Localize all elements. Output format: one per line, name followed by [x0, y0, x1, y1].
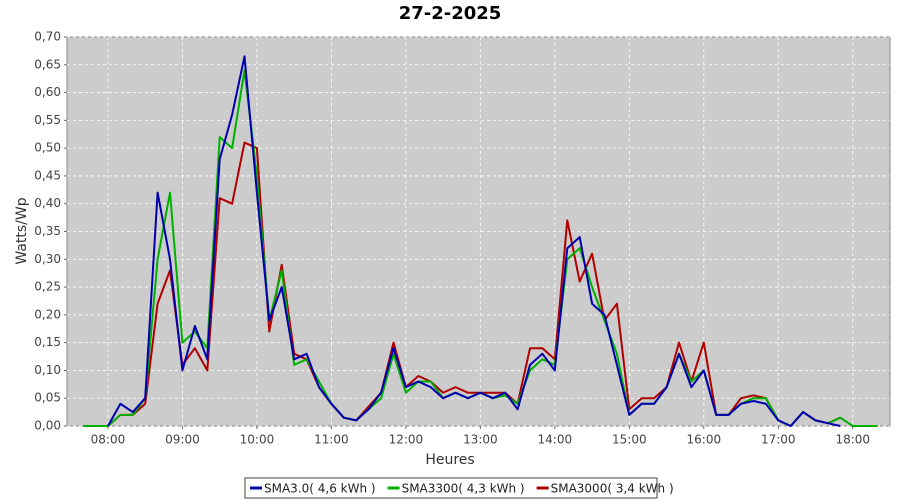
x-tick-label: 09:00	[165, 433, 200, 447]
legend-label: SMA3000( 3,4 kWh )	[551, 482, 674, 496]
x-tick-label: 15:00	[612, 433, 647, 447]
y-tick-label: 0,20	[34, 307, 61, 321]
y-tick-label: 0,30	[34, 252, 61, 266]
x-tick-label: 08:00	[91, 433, 126, 447]
series-line	[107, 55, 841, 427]
x-tick-label: 10:00	[240, 433, 275, 447]
y-tick-label: 0,55	[34, 113, 61, 127]
x-tick-label: 13:00	[463, 433, 498, 447]
x-tick-label: 14:00	[538, 433, 573, 447]
x-tick-label: 18:00	[835, 433, 870, 447]
x-tick-label: 12:00	[389, 433, 424, 447]
y-tick-label: 0,60	[34, 85, 61, 99]
y-tick-label: 0,65	[34, 57, 61, 71]
legend-label: SMA3.0( 4,6 kWh )	[264, 482, 376, 496]
y-tick-label: 0,35	[34, 224, 61, 238]
chart-title: 27-2-2025	[399, 3, 502, 24]
x-axis-title: Heures	[425, 452, 474, 468]
y-tick-label: 0,00	[34, 419, 61, 433]
x-tick-label: 17:00	[761, 433, 796, 447]
y-axis-title: Watts/Wp	[14, 197, 30, 264]
y-tick-label: 0,40	[34, 196, 61, 210]
y-tick-label: 0,45	[34, 168, 61, 182]
x-tick-label: 16:00	[687, 433, 722, 447]
y-tick-label: 0,70	[34, 30, 61, 44]
legend	[244, 477, 658, 499]
plot-area	[66, 36, 891, 427]
x-tick-label: 11:00	[314, 433, 349, 447]
y-tick-label: 0,25	[34, 280, 61, 294]
y-tick-label: 0,05	[34, 391, 61, 405]
y-tick-label: 0,15	[34, 335, 61, 349]
legend-label: SMA3300( 4,3 kWh )	[402, 482, 525, 496]
y-tick-label: 0,50	[34, 141, 61, 155]
y-tick-label: 0,10	[34, 363, 61, 377]
